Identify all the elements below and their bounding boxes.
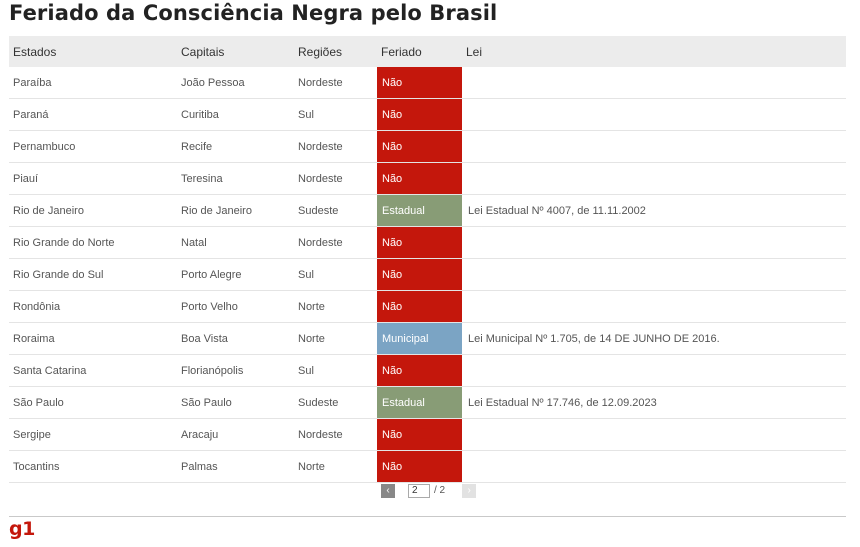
cell-regiao: Nordeste	[294, 130, 377, 163]
cell-feriado: Não	[377, 418, 462, 451]
cell-capital: Teresina	[177, 162, 294, 195]
cell-feriado: Não	[377, 162, 462, 195]
table-row: Tocantins Palmas Norte Não	[9, 450, 846, 483]
table-row: Paraná Curitiba Sul Não	[9, 98, 846, 131]
cell-lei	[462, 418, 846, 451]
footer-divider	[9, 516, 846, 517]
table-row: Pernambuco Recife Nordeste Não	[9, 130, 846, 163]
cell-capital: Recife	[177, 130, 294, 163]
cell-capital: Curitiba	[177, 98, 294, 131]
cell-capital: Florianópolis	[177, 354, 294, 387]
cell-feriado: Não	[377, 98, 462, 131]
table-row: Rio Grande do Norte Natal Nordeste Não	[9, 226, 846, 259]
cell-regiao: Sul	[294, 98, 377, 131]
cell-estado: Rondônia	[9, 290, 177, 323]
cell-estado: Santa Catarina	[9, 354, 177, 387]
cell-feriado: Não	[377, 226, 462, 259]
table-row: Rio de Janeiro Rio de Janeiro Sudeste Estad…	[9, 194, 846, 227]
cell-lei	[462, 258, 846, 291]
cell-feriado: Não	[377, 290, 462, 323]
cell-regiao: Norte	[294, 322, 377, 355]
cell-regiao: Nordeste	[294, 162, 377, 195]
cell-lei	[462, 354, 846, 387]
cell-lei: Lei Estadual Nº 17.746, de 12.09.2023	[462, 386, 846, 419]
table-row: São Paulo São Paulo Sudeste Estadual Lei Est…	[9, 386, 846, 419]
page-total: / 2	[434, 485, 446, 496]
cell-estado: Rio de Janeiro	[9, 194, 177, 227]
table-row: Piauí Teresina Nordeste Não	[9, 162, 846, 195]
cell-capital: Porto Velho	[177, 290, 294, 323]
cell-estado: São Paulo	[9, 386, 177, 419]
cell-capital: João Pessoa	[177, 67, 294, 99]
cell-estado: Pernambuco	[9, 130, 177, 163]
cell-feriado: Não	[377, 354, 462, 387]
header-feriado[interactable]: Feriado	[377, 36, 462, 67]
cell-feriado: Estadual	[377, 386, 462, 419]
cell-capital: São Paulo	[177, 386, 294, 419]
table-row: Paraíba João Pessoa Nordeste Não	[9, 67, 846, 99]
cell-regiao: Sul	[294, 354, 377, 387]
table-row: Sergipe Aracaju Nordeste Não	[9, 418, 846, 451]
cell-regiao: Nordeste	[294, 67, 377, 99]
cell-regiao: Nordeste	[294, 226, 377, 259]
cell-capital: Porto Alegre	[177, 258, 294, 291]
header-regioes[interactable]: Regiões	[294, 36, 377, 67]
cell-estado: Paraíba	[9, 67, 177, 99]
cell-estado: Sergipe	[9, 418, 177, 451]
cell-capital: Palmas	[177, 450, 294, 483]
cell-estado: Piauí	[9, 162, 177, 195]
cell-lei	[462, 226, 846, 259]
page-title: Feriado da Consciência Negra pelo Brasil	[9, 1, 498, 25]
pagination: ‹ 2 / 2 ›	[381, 482, 477, 499]
cell-lei: Lei Municipal Nº 1.705, de 14 DE JUNHO D…	[462, 322, 846, 355]
cell-feriado: Municipal	[377, 322, 462, 355]
cell-lei	[462, 130, 846, 163]
cell-capital: Rio de Janeiro	[177, 194, 294, 227]
table-row: Santa Catarina Florianópolis Sul Não	[9, 354, 846, 387]
header-estados[interactable]: Estados	[9, 36, 177, 67]
header-capitais[interactable]: Capitais	[177, 36, 294, 67]
table-row: Rondônia Porto Velho Norte Não	[9, 290, 846, 323]
page-number-input[interactable]: 2	[408, 483, 430, 498]
table-header-row: Estados Capitais Regiões Feriado Lei	[9, 36, 846, 67]
cell-estado: Rio Grande do Norte	[9, 226, 177, 259]
cell-estado: Tocantins	[9, 450, 177, 483]
cell-feriado: Não	[377, 67, 462, 99]
cell-lei	[462, 450, 846, 483]
cell-estado: Rio Grande do Sul	[9, 258, 177, 291]
cell-estado: Paraná	[9, 98, 177, 131]
cell-feriado: Não	[377, 258, 462, 291]
table-row: Roraima Boa Vista Norte Municipal Lei Munici…	[9, 322, 846, 355]
cell-regiao: Norte	[294, 290, 377, 323]
holiday-table: Estados Capitais Regiões Feriado Lei Par…	[9, 36, 846, 483]
cell-regiao: Sul	[294, 258, 377, 291]
cell-regiao: Nordeste	[294, 418, 377, 451]
next-page-button[interactable]: ›	[462, 483, 477, 498]
cell-regiao: Norte	[294, 450, 377, 483]
table-body: Paraíba João Pessoa Nordeste Não Paraná Curit…	[9, 67, 846, 483]
cell-capital: Boa Vista	[177, 322, 294, 355]
cell-capital: Natal	[177, 226, 294, 259]
prev-page-button[interactable]: ‹	[381, 483, 395, 498]
cell-regiao: Sudeste	[294, 386, 377, 419]
cell-capital: Aracaju	[177, 418, 294, 451]
cell-feriado: Não	[377, 450, 462, 483]
g1-logo[interactable]: g1	[9, 518, 35, 540]
table-row: Rio Grande do Sul Porto Alegre Sul Não	[9, 258, 846, 291]
cell-feriado: Não	[377, 130, 462, 163]
cell-lei	[462, 98, 846, 131]
cell-regiao: Sudeste	[294, 194, 377, 227]
header-lei[interactable]: Lei	[462, 36, 846, 67]
cell-feriado: Estadual	[377, 194, 462, 227]
cell-estado: Roraima	[9, 322, 177, 355]
cell-lei	[462, 290, 846, 323]
cell-lei	[462, 67, 846, 99]
cell-lei	[462, 162, 846, 195]
cell-lei: Lei Estadual Nº 4007, de 11.11.2002	[462, 194, 846, 227]
